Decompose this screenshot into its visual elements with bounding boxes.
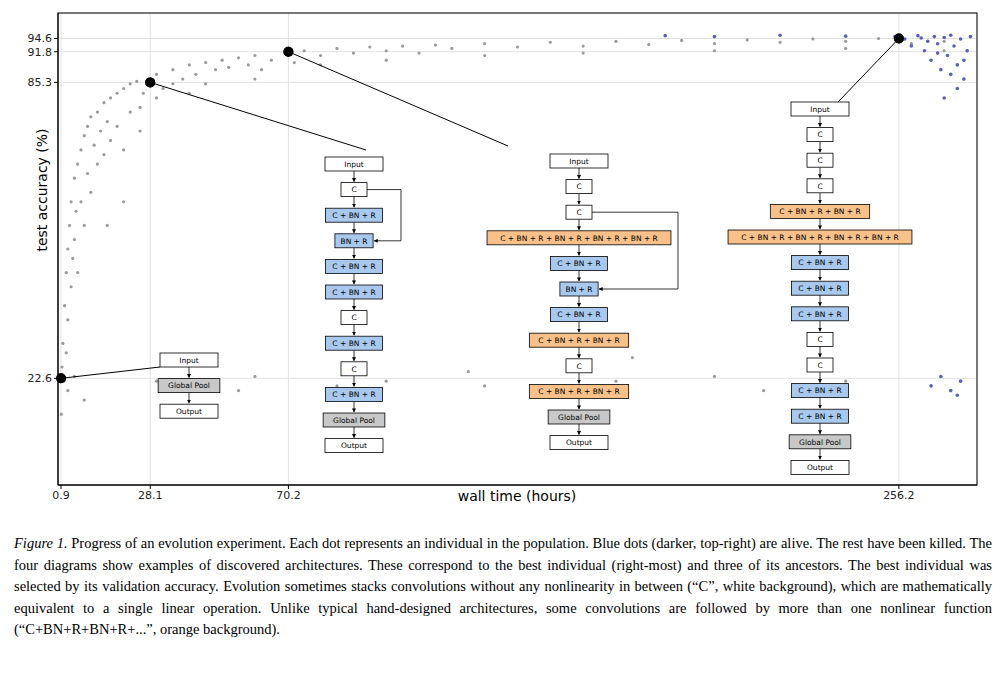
svg-text:BN + R: BN + R <box>565 285 592 294</box>
svg-text:94.6: 94.6 <box>28 32 53 45</box>
svg-text:C + BN + R + BN + R + BN + R +: C + BN + R + BN + R + BN + R + BN + R <box>741 233 899 242</box>
svg-text:C + BN + R: C + BN + R <box>798 310 841 319</box>
svg-text:C + BN + R: C + BN + R <box>557 259 600 268</box>
svg-text:C + BN + R: C + BN + R <box>557 310 600 319</box>
svg-text:C: C <box>576 208 581 217</box>
svg-text:C: C <box>817 361 822 370</box>
svg-text:C + BN + R: C + BN + R <box>332 339 375 348</box>
svg-text:85.3: 85.3 <box>28 76 53 89</box>
svg-text:test accuracy (%): test accuracy (%) <box>34 128 50 251</box>
svg-text:91.8: 91.8 <box>28 46 53 59</box>
svg-text:Output: Output <box>566 438 592 447</box>
svg-text:C: C <box>817 335 822 344</box>
svg-text:C + BN + R: C + BN + R <box>798 386 841 395</box>
svg-text:C: C <box>351 365 356 374</box>
svg-text:C + BN + R: C + BN + R <box>332 390 375 399</box>
svg-text:C: C <box>576 362 581 371</box>
svg-text:BN + R: BN + R <box>340 237 367 246</box>
svg-text:Input: Input <box>344 160 363 169</box>
svg-text:Output: Output <box>807 463 833 472</box>
svg-text:C + BN + R: C + BN + R <box>332 211 375 220</box>
svg-text:C: C <box>817 130 822 139</box>
html-text:Figure 1. Progress of an evolu: Figure 1. Progress of an evolution exper… <box>14 535 992 637</box>
svg-text:0.9: 0.9 <box>52 489 70 502</box>
svg-text:Input: Input <box>179 356 198 365</box>
svg-text:Input: Input <box>569 157 588 166</box>
svg-text:70.2: 70.2 <box>276 489 301 502</box>
svg-text:wall time (hours): wall time (hours) <box>458 488 577 504</box>
svg-text:C: C <box>817 182 822 191</box>
svg-text:Global Pool: Global Pool <box>333 416 375 425</box>
svg-text:Output: Output <box>176 407 202 416</box>
svg-text:22.6: 22.6 <box>28 372 53 385</box>
svg-text:C: C <box>576 182 581 191</box>
svg-text:C + BN + R + BN + R: C + BN + R + BN + R <box>538 336 619 345</box>
svg-text:28.1: 28.1 <box>138 489 163 502</box>
svg-text:Global Pool: Global Pool <box>799 438 841 447</box>
svg-text:C + BN + R: C + BN + R <box>332 262 375 271</box>
svg-text:C + BN + R: C + BN + R <box>798 284 841 293</box>
svg-text:C + BN + R + BN + R: C + BN + R + BN + R <box>538 387 619 396</box>
svg-text:Global Pool: Global Pool <box>558 413 600 422</box>
svg-text:C + BN + R + BN + R + BN + R +: C + BN + R + BN + R + BN + R + BN + R <box>500 234 658 243</box>
svg-text:C + BN + R: C + BN + R <box>332 288 375 297</box>
svg-text:Input: Input <box>810 105 829 114</box>
svg-text:Output: Output <box>341 441 367 450</box>
svg-text:C: C <box>351 185 356 194</box>
svg-text:256.2: 256.2 <box>883 489 915 502</box>
svg-text:C + BN + R: C + BN + R <box>798 412 841 421</box>
svg-text:C: C <box>351 313 356 322</box>
svg-text:C + BN + R: C + BN + R <box>798 258 841 267</box>
svg-text:C: C <box>817 156 822 165</box>
svg-text:Global Pool: Global Pool <box>168 381 210 390</box>
svg-text:C + BN + R + BN + R: C + BN + R + BN + R <box>779 207 860 216</box>
